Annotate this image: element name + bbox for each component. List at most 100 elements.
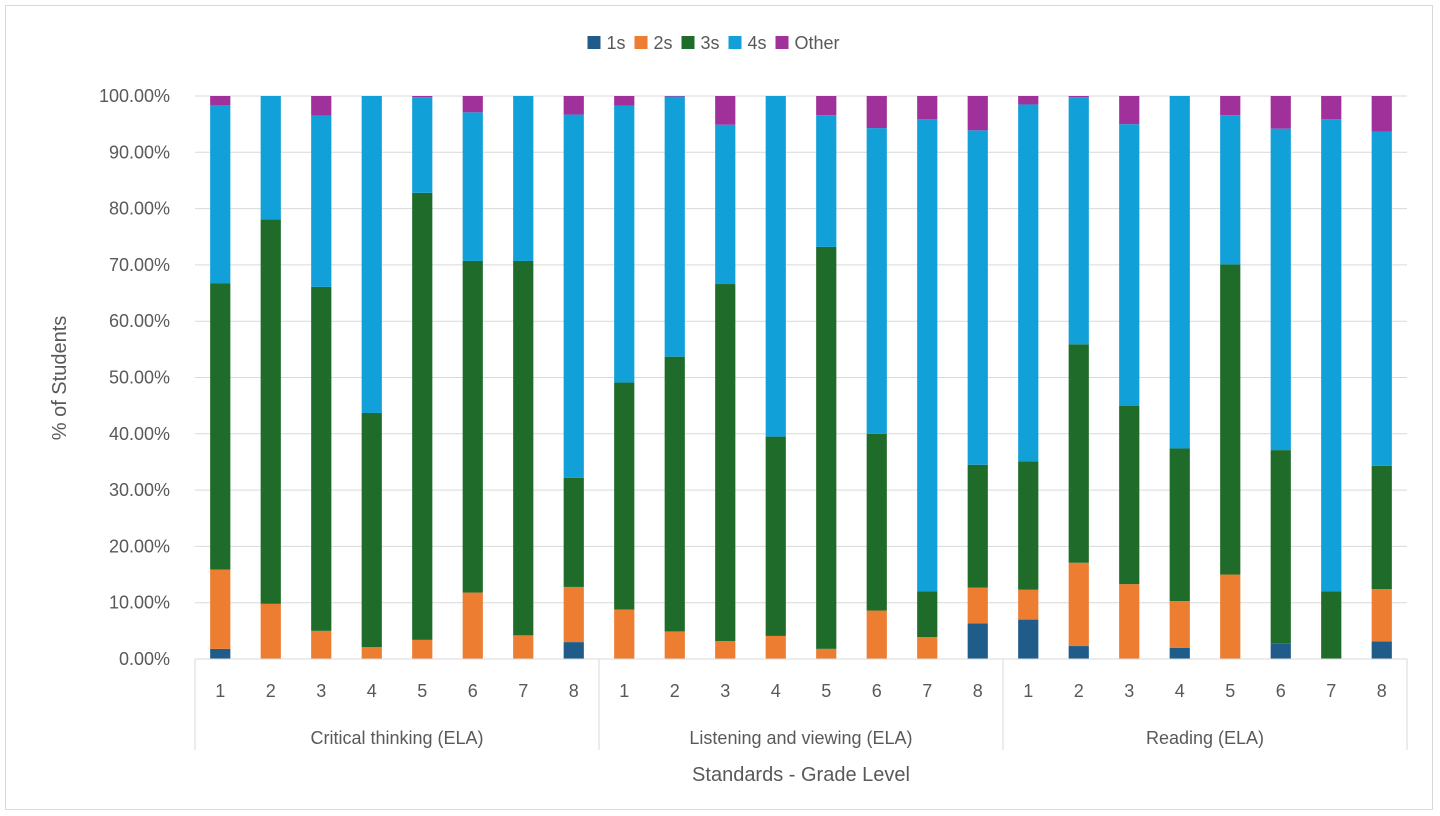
bar-segment-2s [210,569,231,649]
bar-segment-2s [412,639,433,659]
bar-segment-other [614,96,635,106]
bar-segment-2s [1220,574,1241,659]
bar-segment-1s [1270,643,1291,659]
bar-segment-2s [765,635,786,659]
gridlines [195,95,1407,604]
legend-swatch [728,36,742,49]
bar-segment-3s [664,356,685,632]
y-tick-label: 90.00% [109,142,170,162]
legend: 1s 2s 3s 4s Other [587,33,840,53]
bar-segment-4s [462,112,483,261]
x-axis-title: Standards - Grade Level [692,764,910,786]
bar-segment-4s [1018,104,1039,462]
bar-segment-4s [1068,97,1089,345]
bar-segment-4s [816,115,837,247]
bar-segment-other [1018,96,1039,105]
bar-segment-4s [917,119,938,592]
x-tick-label: 6 [468,681,478,701]
bar-segment-2s [1018,589,1039,620]
bar-segment-3s [210,283,231,570]
bar-segment-other [866,96,887,129]
bar-segment-2s [462,592,483,659]
y-tick-label: 20.00% [109,536,170,556]
y-axis-ticks: 0.00% 10.00% 20.00% 30.00% 40.00% 50.00% 60.00… [99,86,170,669]
bar-segment-3s [563,477,584,587]
bar-segment-4s [1169,96,1190,449]
bar-segment-2s [311,630,332,659]
bar-segment-2s [563,586,584,643]
legend-label: 1s [607,33,626,53]
bar-segment-3s [917,591,938,638]
bar-segment-3s [1321,591,1342,659]
group-label: Listening and viewing (ELA) [689,728,912,748]
bar-segment-4s [1220,115,1241,265]
bar-segment-4s [1270,128,1291,451]
bar-segment-4s [210,105,231,284]
bar-segment-4s [614,105,635,383]
bar-segment-other [210,96,231,106]
bar-segment-other [1119,96,1140,125]
bar-segment-3s [1270,450,1291,644]
bar-segment-2s [1169,601,1190,648]
bars [210,96,1392,659]
bar-segment-other [1371,96,1392,132]
y-tick-label: 0.00% [119,649,170,669]
x-tick-label: 4 [1175,681,1185,701]
bar-segment-3s [311,286,332,631]
bar-segment-4s [412,97,433,193]
y-tick-label: 80.00% [109,199,170,219]
bar-segment-4s [866,128,887,434]
x-tick-label: 6 [1276,681,1286,701]
bar-segment-3s [866,433,887,611]
bar-segment-1s [563,642,584,659]
bar-segment-3s [816,246,837,649]
bar-segment-4s [1119,124,1140,406]
bar-segment-other [664,96,685,97]
x-tick-label: 5 [1225,681,1235,701]
bar-segment-3s [462,260,483,593]
group-label: Reading (ELA) [1146,728,1264,748]
x-tick-label: 2 [1074,681,1084,701]
bar-segment-other [917,96,938,120]
bar-segment-other [1270,96,1291,129]
y-axis-title: % of Students [49,316,71,441]
bar-segment-other [816,96,837,116]
legend-label: Other [795,33,840,53]
bar-segment-2s [816,648,837,659]
y-tick-label: 10.00% [109,593,170,613]
bar-segment-other [311,96,332,116]
x-tick-label: 6 [872,681,882,701]
bar-segment-1s [1169,647,1190,659]
bar-segment-other [715,96,736,125]
bar-segment-3s [361,412,382,648]
bar-segment-1s [210,648,231,659]
x-tick-label: 7 [1326,681,1336,701]
legend-swatch [681,36,695,49]
bar-segment-4s [311,115,332,287]
legend-swatch [634,36,648,49]
x-axis: 1 2 3 4 5 6 7 8 1 2 3 4 5 6 7 8 1 2 3 4 5 6 7 8 Critical thinkin… [194,658,1408,750]
legend-swatch [775,36,789,49]
bar-segment-2s [1371,589,1392,642]
bar-segment-4s [664,96,685,357]
bar-segment-3s [614,382,635,610]
bar-segment-3s [1169,448,1190,602]
y-tick-label: 100.00% [99,86,170,106]
bar-segment-4s [563,114,584,478]
bar-segment-1s [1018,619,1039,659]
bar-segment-3s [1068,344,1089,563]
bar-segment-2s [967,587,988,624]
bar-segment-2s [260,603,281,659]
bar-segment-4s [765,96,786,437]
bar-segment-2s [513,635,534,659]
x-tick-label: 4 [367,681,377,701]
x-tick-label: 1 [619,681,629,701]
bar-segment-1s [967,623,988,659]
bar-segment-3s [1220,264,1241,575]
x-tick-label: 1 [1023,681,1033,701]
y-tick-label: 70.00% [109,255,170,275]
bar-segment-1s [1068,646,1089,659]
bar-segment-4s [967,130,988,465]
x-tick-label: 7 [518,681,528,701]
